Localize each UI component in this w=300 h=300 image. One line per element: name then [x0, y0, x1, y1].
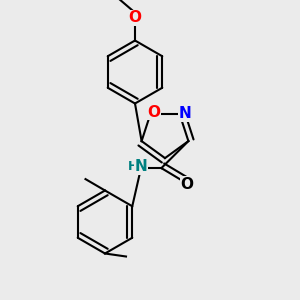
Text: O: O — [128, 11, 142, 26]
Text: O: O — [148, 105, 160, 120]
Text: H: H — [128, 160, 138, 173]
Text: O: O — [180, 177, 194, 192]
Text: N: N — [135, 159, 147, 174]
Text: N: N — [178, 106, 191, 121]
